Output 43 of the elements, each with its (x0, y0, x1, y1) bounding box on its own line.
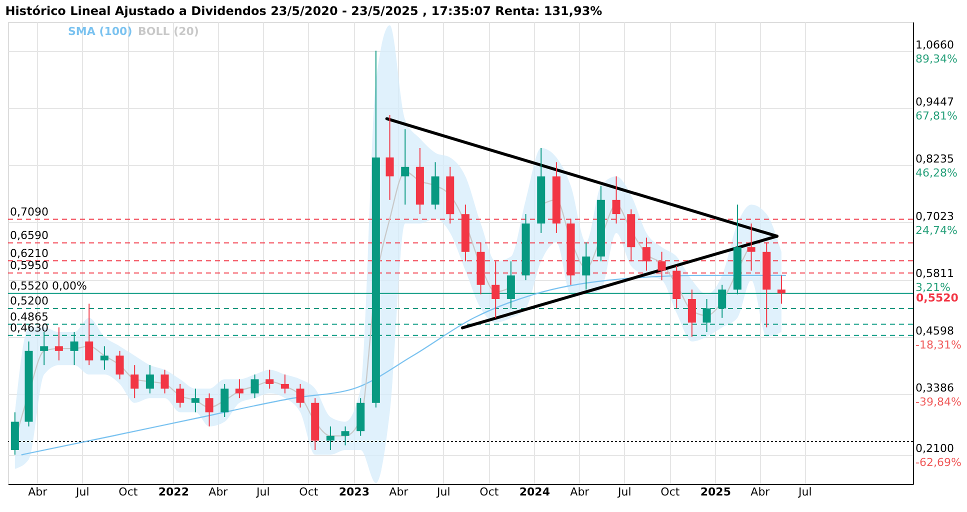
x-tick-label: Abr (208, 486, 228, 498)
x-tick-label: 2022 (158, 486, 189, 498)
y-tick-label: 0,2100 (916, 442, 954, 456)
y-tick-label: 0,7023 (916, 210, 954, 223)
ref-line-label: 0,5950 (10, 259, 48, 272)
x-tick-label: Oct (480, 486, 500, 498)
x-tick-label: 2023 (338, 486, 370, 498)
y2-tick-label: 67,81% (916, 110, 958, 123)
ref-line-label: 0.4865 (10, 310, 48, 324)
x-tick-label: Abr (389, 486, 409, 498)
y2-tick-label: -18,31% (916, 338, 962, 352)
y-tick-label: 0,5811 (916, 267, 954, 280)
ref-line-label: 0,6210 (10, 246, 48, 260)
ref-line-label: 0,5520 0,00% (10, 279, 87, 292)
x-tick-label: Oct (299, 486, 319, 498)
x-tick-label: Jul (256, 486, 270, 498)
y-tick-label: 0,4598 (916, 324, 954, 338)
x-tick-label: Oct (660, 486, 680, 498)
text: SMA (100) (68, 25, 132, 38)
x-tick-label: 2025 (700, 486, 731, 498)
x-tick-label: Abr (750, 486, 770, 498)
x-tick-label: 2024 (519, 486, 550, 498)
y-tick-label: 0,3386 (916, 382, 954, 395)
ref-line-label: 0,5200 (10, 294, 48, 308)
x-tick-label: Jul (798, 486, 812, 498)
ref-line-label: 0,7090 (10, 205, 48, 218)
x-tick-label: Abr (570, 486, 590, 498)
x-tick-label: Jul (617, 486, 632, 498)
y2-tick-label: -39,84% (916, 396, 962, 409)
chart-title: Histórico Lineal Ajustado a Dividendos 23/5/2020 - 23/5/2025 , 17:35:07 Renta: 131,93% (5, 4, 602, 18)
x-tick-label: Oct (118, 486, 138, 498)
x-tick-label: Abr (28, 486, 48, 498)
x-tick-label: Jul (436, 486, 450, 498)
y-tick-label: 0,8235 (916, 152, 954, 166)
y2-tick-label: -62,69% (916, 456, 962, 470)
y-tick-label: 1,0660 (916, 38, 954, 52)
y2-tick-label: 46,28% (916, 166, 958, 180)
ref-line-label: 0,6590 (10, 228, 48, 242)
y2-tick-label: 89,34% (916, 52, 958, 66)
y2-tick-label: 24,74% (916, 224, 958, 237)
ref-line-label: 0,4630 (10, 321, 48, 334)
y-tick-label: 0,9447 (916, 96, 954, 109)
x-tick-label: Jul (75, 486, 90, 498)
